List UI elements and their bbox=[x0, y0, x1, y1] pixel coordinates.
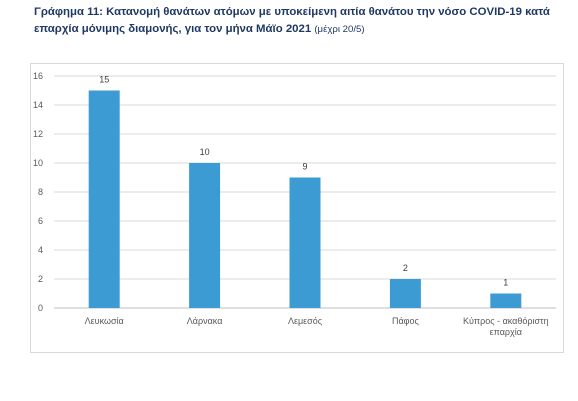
chart-title-note: (μέχρι 20/5) bbox=[314, 24, 365, 35]
bar bbox=[88, 90, 120, 308]
bar-value-label: 9 bbox=[302, 162, 307, 172]
y-tick-label: 12 bbox=[33, 129, 43, 139]
bar bbox=[289, 177, 321, 308]
bar bbox=[389, 279, 421, 308]
y-tick-label: 2 bbox=[38, 274, 43, 284]
bar-value-label: 10 bbox=[200, 147, 210, 157]
x-tick-label: Κύπρος - ακαθόριστη επαρχία bbox=[463, 316, 549, 337]
bar bbox=[490, 293, 522, 308]
bar-value-label: 2 bbox=[403, 263, 408, 273]
x-tick-label: Λευκωσία bbox=[85, 316, 124, 326]
bar bbox=[189, 163, 221, 308]
y-tick-label: 10 bbox=[33, 158, 43, 168]
x-tick-label: Λάρνακα bbox=[187, 316, 223, 326]
bars bbox=[88, 90, 522, 308]
chart-title: Γράφημα 11: Κατανομή θανάτων ατόμων με υ… bbox=[34, 4, 554, 38]
y-tick-label: 14 bbox=[33, 100, 43, 110]
y-tick-label: 4 bbox=[38, 245, 43, 255]
x-axis-ticks: Λευκωσία Λάρνακα Λεμεσός Πάφος Κύπρος - ακαθ… bbox=[85, 316, 549, 337]
y-tick-label: 0 bbox=[38, 303, 43, 313]
y-tick-label: 16 bbox=[33, 71, 43, 81]
bar-value-label: 15 bbox=[99, 75, 109, 85]
data-labels: 15 10 9 2 1 bbox=[99, 75, 508, 288]
y-tick-label: 6 bbox=[38, 216, 43, 226]
y-tick-label: 8 bbox=[38, 187, 43, 197]
y-axis-ticks: 0 2 4 6 8 10 12 14 16 bbox=[33, 71, 43, 313]
chart-title-main: Γράφημα 11: Κατανομή θανάτων ατόμων με υ… bbox=[34, 6, 550, 35]
x-tick-label: Λεμεσός bbox=[288, 316, 323, 326]
chart-frame bbox=[30, 63, 564, 353]
bar-value-label: 1 bbox=[503, 278, 508, 288]
x-tick-label: Πάφος bbox=[392, 316, 420, 326]
